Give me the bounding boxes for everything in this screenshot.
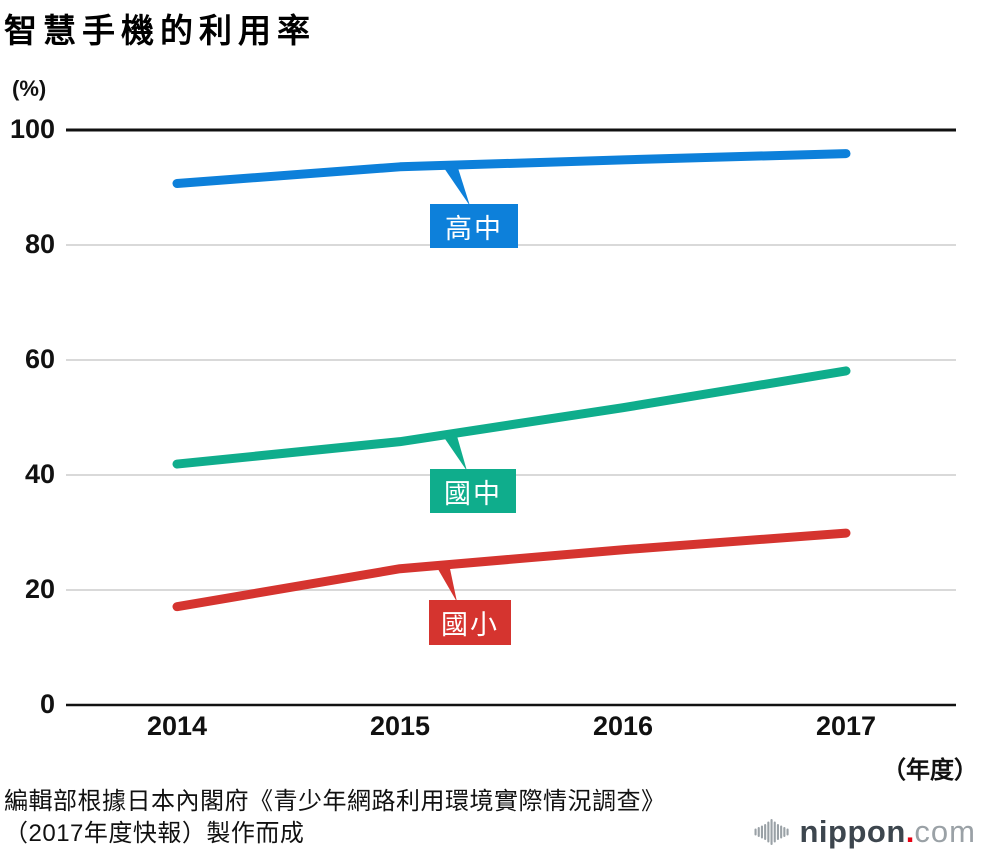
- y-tick-20: 20: [24, 574, 55, 604]
- y-tick-80: 80: [24, 229, 55, 259]
- series-label-text: 高中: [445, 213, 503, 244]
- line-middle-school: [172, 366, 851, 469]
- logo-dot: .: [905, 814, 915, 849]
- series-lines: [172, 149, 851, 612]
- y-tick-100: 100: [9, 114, 55, 144]
- source-line-1: 編輯部根據日本內閣府《青少年網路利用環境實際情況調查》: [4, 788, 666, 815]
- pointer-middle-school: [443, 436, 467, 471]
- line-high-school: [172, 149, 851, 188]
- logo-tld: com: [914, 814, 976, 849]
- soundwave-bar: [776, 824, 779, 840]
- soundwave-bar: [763, 824, 766, 840]
- soundwave-bar: [770, 819, 773, 845]
- gridlines: [66, 128, 956, 707]
- y-axis-unit-label: (%): [12, 76, 47, 101]
- series-label-high-school: 高中: [430, 204, 518, 248]
- soundwave-bar: [773, 821, 776, 843]
- nippon-logo: nippon. com: [753, 814, 977, 850]
- soundwave-bar: [782, 827, 785, 837]
- soundwave-bar: [757, 827, 760, 837]
- series-label-text: 國中: [444, 478, 502, 509]
- source-attribution: 編輯部根據日本內閣府《青少年網路利用環境實際情況調查》 （2017年度快報）製作…: [4, 786, 666, 850]
- x-tick-2015: 2015: [369, 711, 431, 741]
- soundwave-bar: [779, 825, 782, 839]
- pointer-high-school: [444, 168, 470, 206]
- source-line-2: （2017年度快報）製作而成: [4, 820, 305, 847]
- series-label-elementary: 國小: [429, 600, 511, 645]
- x-tick-2017: 2017: [815, 711, 877, 741]
- callout-pointers: [435, 168, 470, 602]
- y-tick-60: 60: [24, 344, 55, 374]
- series-label-middle-school: 國中: [430, 469, 516, 513]
- pointer-elementary: [435, 564, 457, 602]
- soundwave-bar: [766, 821, 769, 843]
- logo-name: nippon: [799, 814, 906, 849]
- soundwave-icon: [754, 819, 789, 845]
- x-tick-2014: 2014: [146, 711, 208, 741]
- soundwave-bar: [754, 828, 757, 836]
- y-tick-0: 0: [39, 689, 55, 719]
- chart-title: 智慧手機的利用率: [4, 12, 316, 49]
- x-tick-2016: 2016: [592, 711, 654, 741]
- x-axis-unit-label: （年度）: [882, 757, 978, 784]
- soundwave-bar: [786, 828, 789, 836]
- line-elementary: [172, 528, 851, 612]
- soundwave-bar: [760, 825, 763, 839]
- y-tick-40: 40: [24, 459, 55, 489]
- series-label-text: 國小: [441, 610, 499, 640]
